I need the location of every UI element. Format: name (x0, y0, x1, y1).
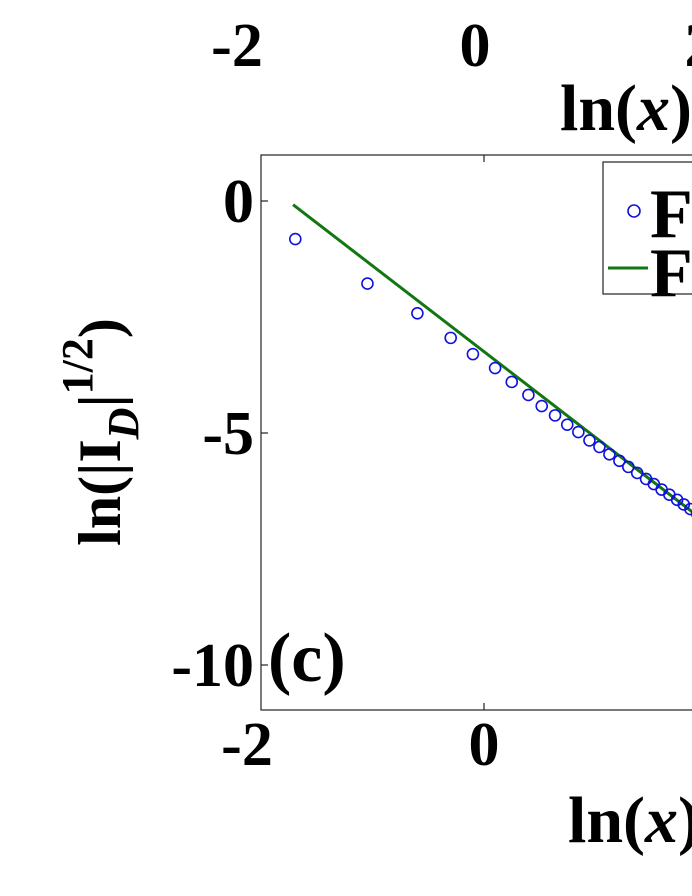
data-point (288, 232, 302, 246)
y-tick-label: -10 (171, 632, 254, 700)
data-point (613, 454, 626, 468)
data-point (621, 460, 635, 474)
data-point (583, 434, 596, 447)
y-tick-label: -5 (202, 400, 254, 468)
data-point (411, 306, 424, 320)
data-markers (288, 232, 692, 518)
data-point (630, 466, 644, 480)
panel-c: F F (c) 0 -5 -10 -2 0 2 ln(x) ln(|ID|1/2… (53, 154, 692, 857)
top-x-tick-label: 2 (685, 12, 692, 80)
top-panel: -2 0 2 ln(x) (211, 12, 692, 145)
data-point (444, 331, 458, 345)
data-point (560, 418, 574, 431)
data-point (535, 399, 549, 413)
top-x-axis-label: ln(x) (560, 72, 692, 145)
x-tick-label: 2 (691, 711, 692, 779)
y-axis-ticks (261, 200, 268, 666)
y-axis-label: ln(|ID|1/2) (53, 318, 148, 546)
legend-entry-label: F (650, 176, 692, 253)
data-point (603, 448, 616, 461)
y-tick-label: 0 (223, 168, 254, 236)
data-point (466, 347, 480, 361)
x-tick-label: 0 (469, 711, 500, 779)
data-point (593, 440, 606, 454)
legend-marker-icon (627, 204, 641, 218)
data-point (505, 375, 519, 389)
legend-entry-label: F (650, 235, 692, 312)
top-x-tick-label: -2 (211, 12, 263, 80)
data-point (548, 409, 562, 422)
data-point (488, 361, 502, 375)
panel-label: (c) (268, 620, 346, 697)
x-tick-label: -2 (221, 711, 273, 779)
top-x-tick-label: 0 (460, 12, 491, 80)
data-point (361, 277, 374, 290)
legend-box (602, 161, 692, 295)
legend: F F (602, 161, 692, 312)
data-point (572, 425, 585, 439)
x-axis-label: ln(x) (568, 784, 692, 857)
data-point (684, 502, 692, 516)
data-point (522, 388, 535, 402)
